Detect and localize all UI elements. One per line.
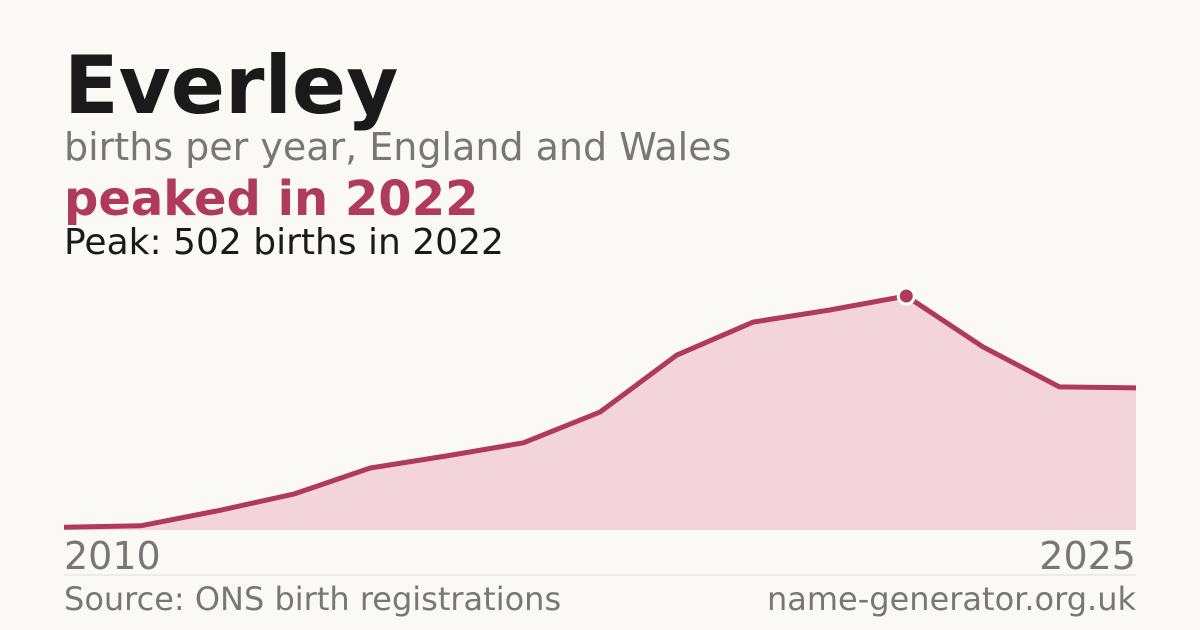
chart-title: Everley [64,39,398,132]
plot [63,286,1137,530]
source: Source: ONS birth registrations [64,580,561,618]
annotation: Peak: 502 births in 2022 [64,222,504,263]
peak-marker [896,286,916,306]
x-range-label: 2025 [1039,534,1136,578]
subtitle: births per year, England and Wales [64,125,731,169]
x-range-label: 2010 [64,534,161,578]
headline: peaked in 2022 [64,171,479,227]
line [63,293,1137,530]
site: name-generator.org.uk [767,580,1136,618]
